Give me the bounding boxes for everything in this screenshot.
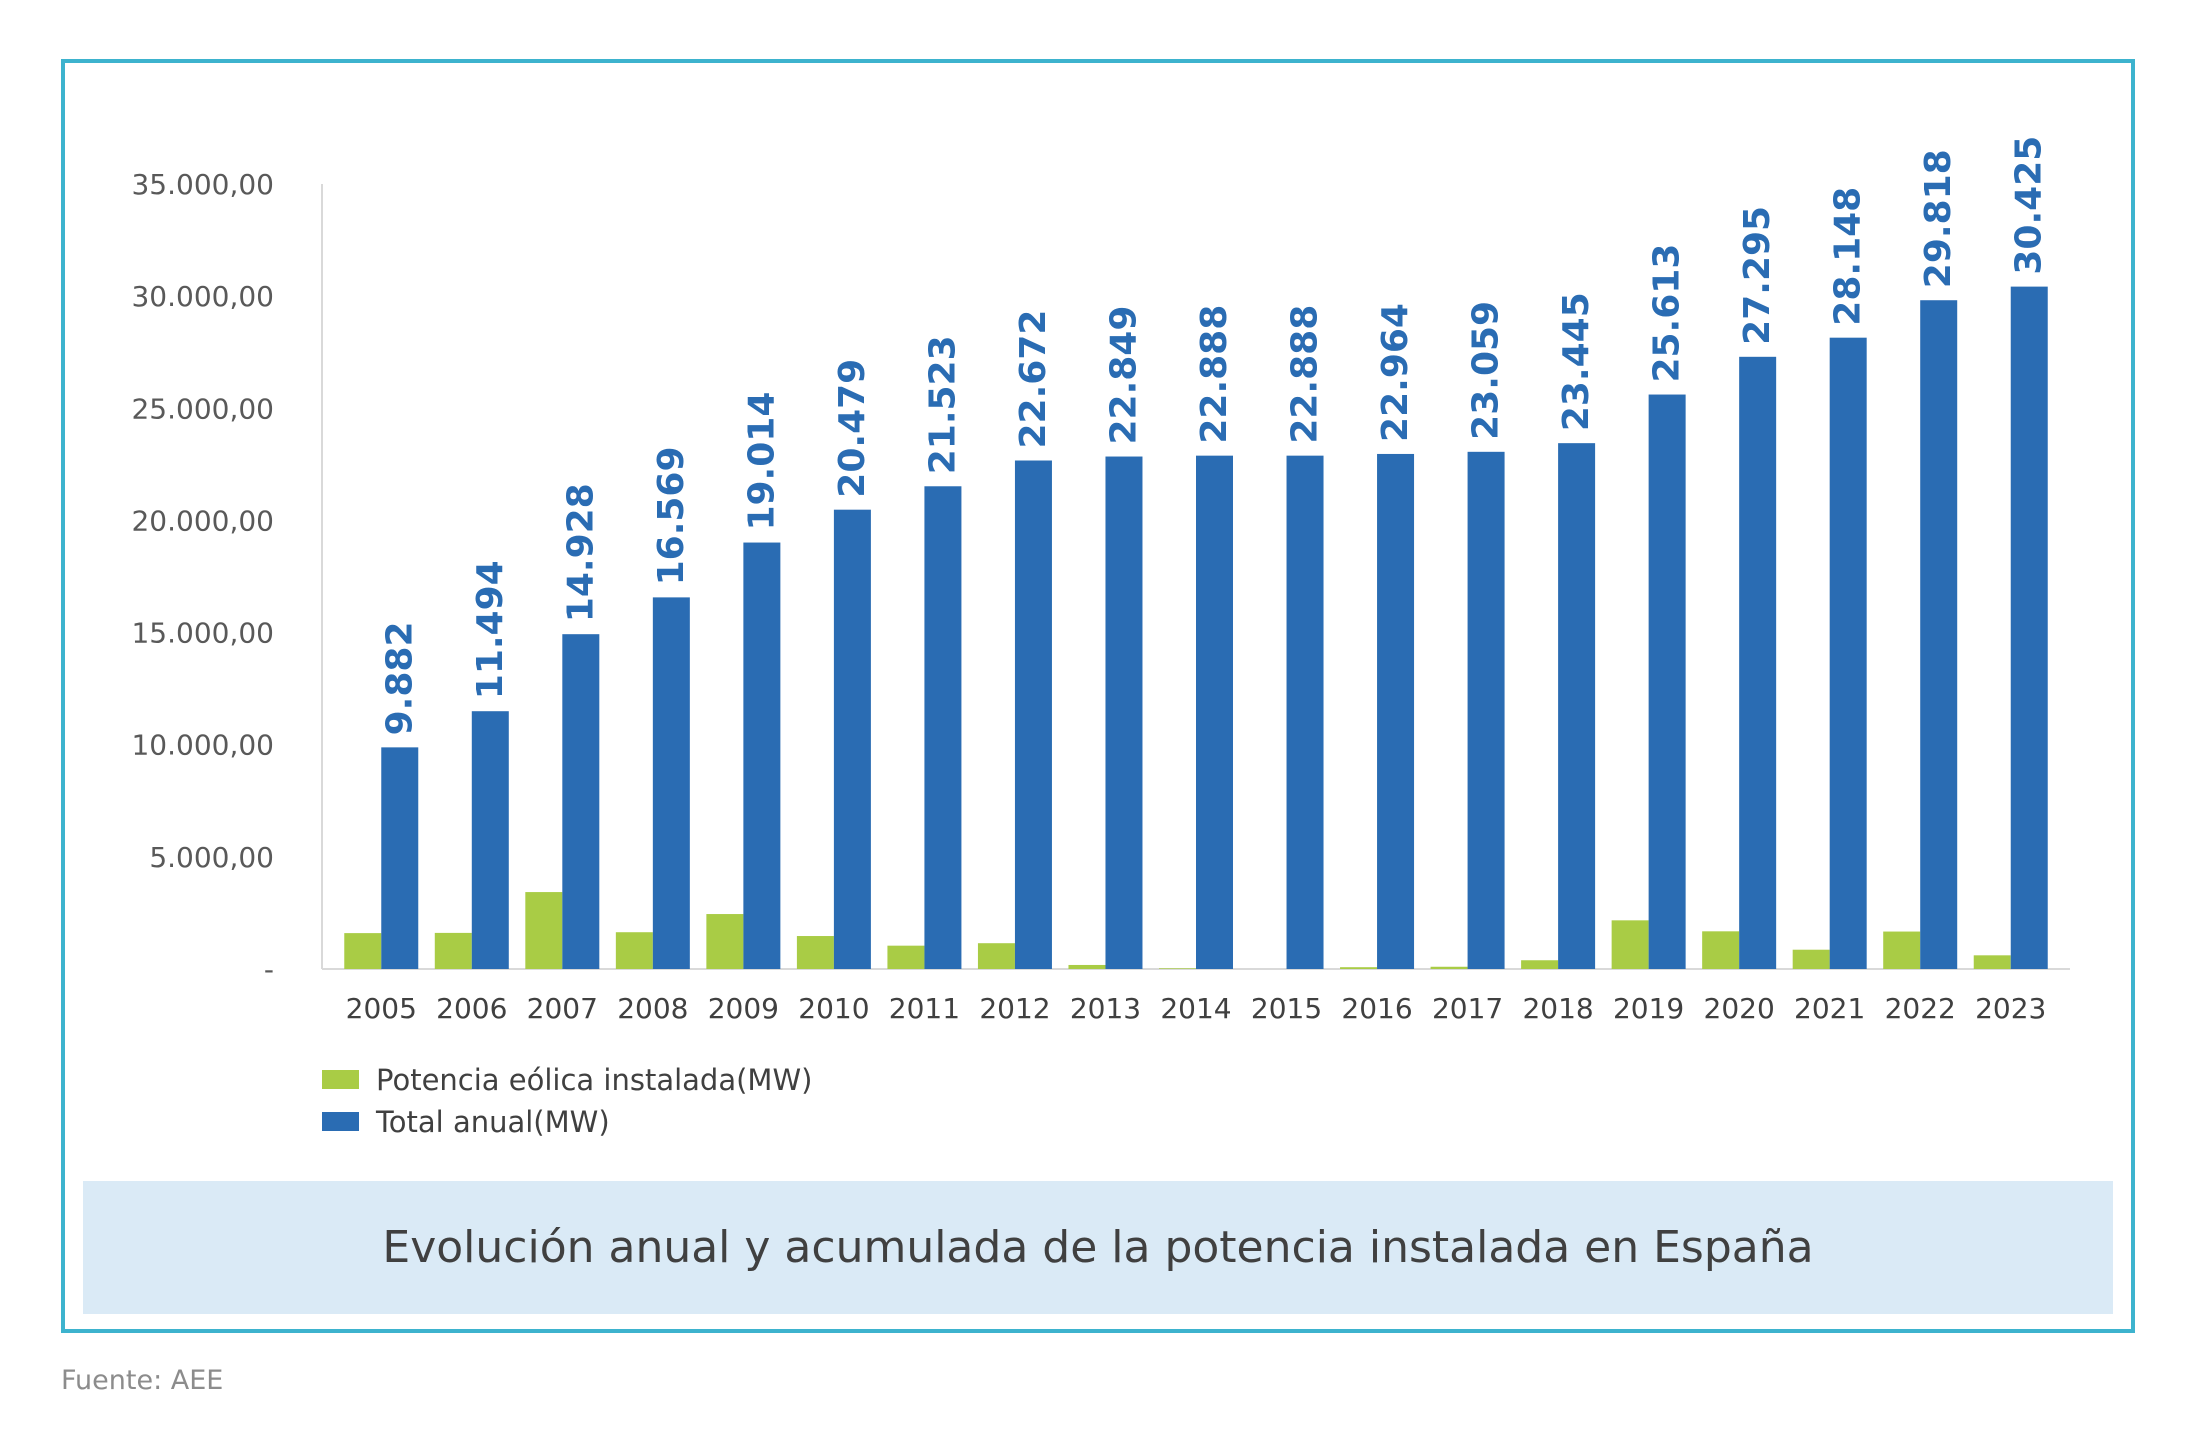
chart-bars — [344, 286, 2048, 970]
chart-frame — [61, 59, 2135, 1333]
data-label: 22.672 — [1013, 310, 1054, 449]
data-label: 29.818 — [1918, 149, 1959, 288]
bar-total — [1467, 451, 1505, 969]
y-tick-label: 30.000,00 — [131, 280, 274, 313]
x-tick-label: 2005 — [346, 992, 417, 1025]
x-tick-label: 2011 — [889, 992, 960, 1025]
bar-total — [1286, 455, 1324, 969]
x-tick-label: 2014 — [1160, 992, 1231, 1025]
bar-annual — [1973, 955, 2011, 969]
data-label: 22.964 — [1375, 303, 1416, 442]
x-tick-label: 2022 — [1885, 992, 1956, 1025]
bar-total — [1739, 356, 1777, 969]
bar-annual — [1702, 931, 1740, 969]
bar-annual — [1068, 964, 1106, 969]
x-tick-label: 2019 — [1613, 992, 1684, 1025]
bar-total — [381, 747, 419, 969]
x-tick-label: 2018 — [1522, 992, 1593, 1025]
y-tick-label: 35.000,00 — [131, 168, 274, 201]
y-tick-label: - — [264, 953, 274, 986]
bar-annual — [1792, 949, 1830, 969]
data-label: 21.523 — [922, 335, 963, 474]
x-tick-label: 2010 — [798, 992, 869, 1025]
bar-total — [924, 486, 962, 969]
bar-total — [471, 711, 509, 969]
chart-data-labels: 9.882 11.494 14.928 16.569 19.014 20.479 21.52… — [379, 136, 2049, 736]
caption-box: Evolución anual y acumulada de la potenc… — [83, 1181, 2113, 1314]
bar-annual — [434, 932, 472, 969]
bar-total — [743, 542, 781, 969]
data-label: 27.295 — [1737, 206, 1778, 345]
y-tick-label: 15.000,00 — [131, 617, 274, 650]
x-tick-label: 2017 — [1432, 992, 1503, 1025]
x-tick-label: 2008 — [617, 992, 688, 1025]
bar-annual — [344, 933, 382, 969]
bar-annual — [706, 914, 744, 969]
data-label: 28.148 — [1828, 187, 1869, 326]
bar-annual — [1340, 967, 1378, 969]
y-tick-label: 25.000,00 — [131, 392, 274, 425]
x-tick-label: 2016 — [1341, 992, 1412, 1025]
y-tick-label: 20.000,00 — [131, 504, 274, 537]
bar-annual — [977, 943, 1015, 969]
data-label: 30.425 — [2009, 136, 2050, 275]
bar-total — [1014, 460, 1052, 969]
bar-total — [2010, 286, 2048, 969]
bar-total — [1377, 453, 1415, 969]
data-label: 9.882 — [379, 621, 420, 735]
x-tick-label: 2007 — [527, 992, 598, 1025]
bar-annual — [1430, 966, 1468, 969]
bar-total — [1558, 443, 1596, 970]
chart-caption: Evolución anual y acumulada de la potenc… — [382, 1222, 1814, 1273]
legend-swatch-annual — [322, 1070, 359, 1089]
data-label: 14.928 — [560, 483, 601, 622]
bar-total — [562, 634, 600, 969]
data-label: 22.888 — [1285, 305, 1326, 444]
x-tick-label: 2009 — [708, 992, 779, 1025]
bar-annual — [1611, 920, 1649, 969]
data-label: 22.849 — [1103, 306, 1144, 445]
bar-annual — [1159, 968, 1196, 969]
data-label: 22.888 — [1194, 305, 1235, 444]
bar-annual — [887, 945, 925, 969]
x-tick-label: 2021 — [1794, 992, 1865, 1025]
source-note: Fuente: AEE — [61, 1365, 224, 1396]
legend-label-annual: Potencia eólica instalada(MW) — [376, 1063, 812, 1097]
bar-total — [1196, 455, 1233, 969]
y-tick-label: 5.000,00 — [149, 841, 274, 874]
x-tick-label: 2020 — [1704, 992, 1775, 1025]
data-label: 11.494 — [470, 560, 511, 699]
bar-annual — [525, 892, 563, 969]
bar-total — [1648, 394, 1686, 969]
x-tick-label: 2013 — [1070, 992, 1141, 1025]
x-tick-label: 2006 — [436, 992, 507, 1025]
chart-axes: - 5.000,00 10.000,00 15.000,00 20.000,00 25.0… — [131, 168, 2070, 1025]
bar-total — [833, 509, 871, 969]
legend-swatch-total — [322, 1112, 359, 1131]
chart-legend: Potencia eólica instalada(MW) Total anual… — [322, 1063, 812, 1139]
bar-annual — [1883, 931, 1921, 969]
x-tick-label: 2023 — [1975, 992, 2046, 1025]
bar-annual — [1521, 960, 1559, 969]
bar-total — [652, 597, 690, 969]
data-label: 25.613 — [1647, 244, 1688, 383]
bar-total — [1829, 337, 1867, 970]
data-label: 16.569 — [651, 446, 692, 585]
data-label: 23.059 — [1466, 301, 1507, 440]
bar-annual — [796, 936, 834, 969]
data-label: 23.445 — [1556, 292, 1597, 431]
y-tick-label: 10.000,00 — [131, 729, 274, 762]
bar-total — [1105, 456, 1143, 970]
data-label: 19.014 — [741, 392, 782, 531]
bar-annual — [615, 932, 653, 969]
x-tick-label: 2015 — [1251, 992, 1322, 1025]
legend-label-total: Total anual(MW) — [375, 1105, 610, 1139]
x-tick-label: 2012 — [979, 992, 1050, 1025]
data-label: 20.479 — [832, 359, 873, 498]
bar-total — [1920, 300, 1958, 969]
